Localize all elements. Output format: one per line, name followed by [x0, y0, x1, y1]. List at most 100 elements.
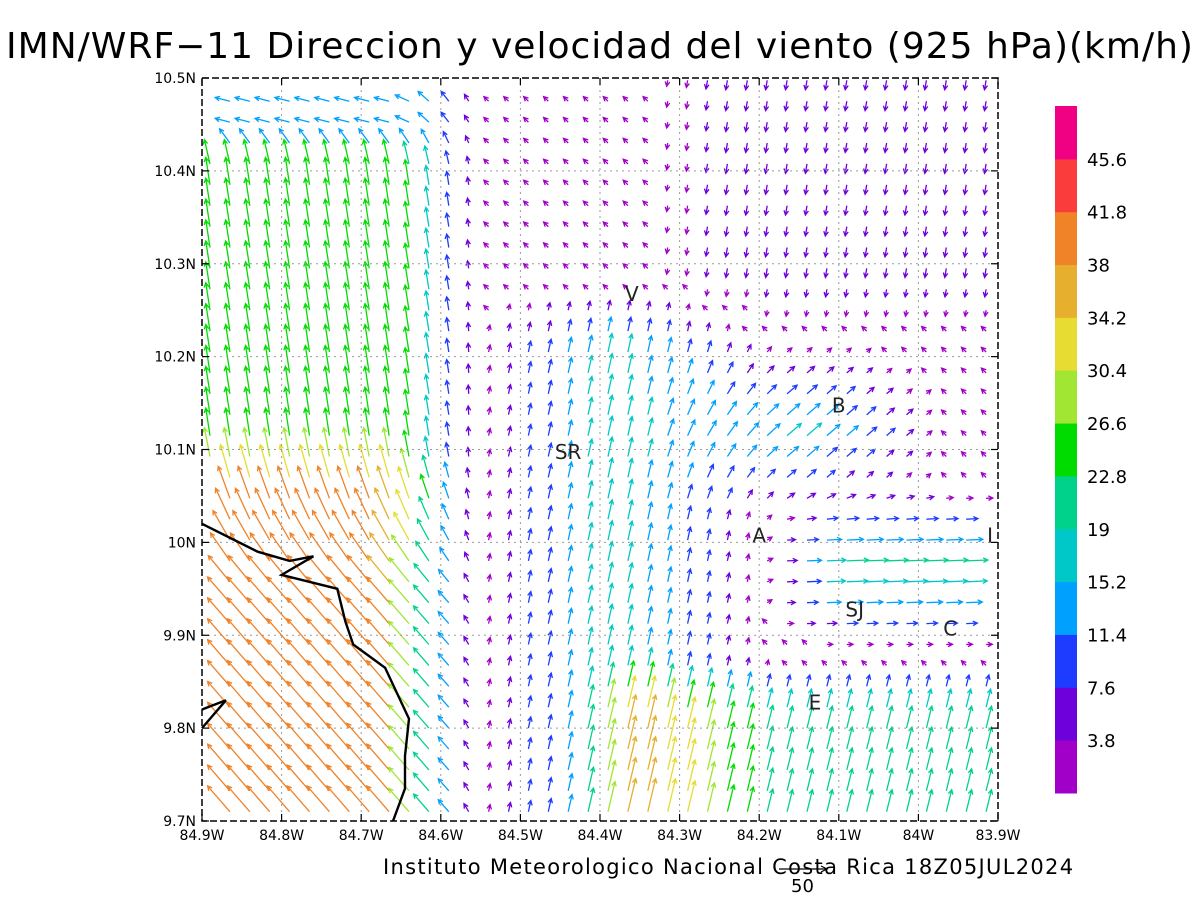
wind-arrow	[665, 301, 672, 311]
wind-arrow	[291, 509, 311, 541]
coastline-segment	[201, 699, 227, 729]
wind-arrow	[266, 576, 291, 604]
wind-arrow	[746, 785, 756, 812]
wind-arrow	[582, 95, 589, 102]
colorbar-label: 11.4	[1087, 625, 1127, 646]
wind-arrow	[940, 367, 947, 374]
wind-arrow	[326, 617, 350, 645]
wind-arrow	[486, 426, 493, 436]
wind-arrow	[846, 447, 858, 457]
wind-arrow	[562, 200, 569, 207]
wind-arrow	[276, 464, 291, 499]
wind-arrow	[246, 701, 271, 729]
wind-arrow	[647, 735, 658, 771]
wind-arrow	[926, 557, 950, 563]
wind-arrow	[263, 406, 271, 436]
wind-arrow	[412, 793, 430, 813]
wind-arrow	[684, 268, 690, 277]
wind-arrow	[886, 599, 905, 606]
wind-arrow	[439, 546, 450, 562]
wind-arrow	[444, 400, 451, 415]
wind-arrow	[826, 687, 834, 708]
wind-arrow	[266, 743, 291, 771]
wind-arrow	[823, 163, 829, 175]
x-tick-label: 84.3W	[657, 828, 702, 844]
wind-arrow	[227, 554, 251, 583]
wind-arrow	[306, 743, 330, 771]
wind-arrow	[506, 592, 513, 603]
wind-arrow	[966, 536, 985, 543]
x-tick-label: 84.1W	[816, 828, 861, 844]
wind-arrow	[567, 565, 574, 582]
wind-arrow	[843, 163, 849, 175]
wind-arrow	[703, 184, 710, 195]
wind-arrow	[482, 200, 490, 207]
wind-arrow	[362, 260, 370, 290]
wind-arrow	[263, 197, 271, 227]
wind-arrow	[826, 493, 837, 499]
colorbar-swatch	[1055, 370, 1077, 424]
wind-arrow	[486, 656, 493, 666]
wind-arrow	[726, 508, 732, 520]
wind-arrow	[482, 304, 490, 311]
wind-arrow	[906, 408, 914, 416]
wind-arrow	[249, 531, 271, 562]
wind-arrow	[723, 226, 730, 238]
wind-arrow	[382, 176, 390, 206]
wind-arrow	[922, 142, 929, 154]
chart-title: IMN/WRF−11 Direccion y velocidad del vie…	[6, 26, 1194, 67]
wind-arrow	[415, 540, 430, 562]
wind-arrow	[207, 554, 231, 583]
wind-arrow	[745, 656, 751, 666]
wind-arrow	[706, 419, 717, 436]
wind-arrow	[647, 674, 657, 708]
wind-arrow	[547, 441, 554, 457]
wind-arrow	[362, 281, 370, 311]
wind-arrow	[826, 536, 844, 543]
wind-arrow	[358, 127, 370, 144]
wind-arrow	[423, 185, 430, 206]
wind-arrow	[925, 673, 931, 687]
wind-arrow	[387, 620, 410, 645]
wind-arrow	[322, 364, 331, 394]
wind-arrow	[965, 687, 973, 708]
wind-arrow	[562, 241, 569, 248]
wind-arrow	[547, 546, 554, 562]
wind-arrow	[667, 439, 675, 457]
wind-arrow	[686, 758, 697, 791]
wind-arrow	[266, 764, 291, 792]
wind-arrow	[826, 347, 833, 353]
wind-arrow	[886, 620, 900, 627]
wind-arrow	[262, 426, 271, 457]
wind-arrow	[926, 494, 936, 501]
wind-arrow	[826, 384, 838, 395]
wind-arrow	[482, 179, 490, 186]
wind-arrow	[745, 594, 751, 603]
wind-arrow	[886, 427, 897, 437]
wind-arrow	[342, 406, 350, 436]
wind-arrow	[862, 80, 869, 92]
wind-arrow	[763, 142, 770, 154]
wind-arrow	[647, 693, 658, 729]
wind-arrow	[843, 268, 849, 279]
wind-arrow	[463, 697, 470, 708]
wind-arrow	[741, 304, 748, 311]
wind-arrow	[922, 247, 929, 259]
wind-arrow	[846, 578, 870, 584]
wind-arrow	[866, 725, 874, 750]
wind-arrow	[522, 137, 529, 144]
wind-arrow	[783, 205, 790, 217]
wind-arrow	[960, 325, 967, 332]
wind-arrow	[726, 700, 736, 729]
wind-arrow	[963, 310, 969, 318]
wind-arrow	[725, 654, 732, 666]
wind-arrow	[866, 788, 874, 812]
wind-arrow	[547, 588, 554, 603]
wind-arrow	[960, 346, 967, 353]
wind-arrow	[985, 704, 994, 729]
wind-arrow	[443, 149, 450, 165]
wind-arrow	[463, 635, 470, 645]
colorbar-swatch	[1055, 211, 1077, 266]
wind-arrow	[866, 405, 877, 416]
wind-arrow	[345, 722, 370, 750]
